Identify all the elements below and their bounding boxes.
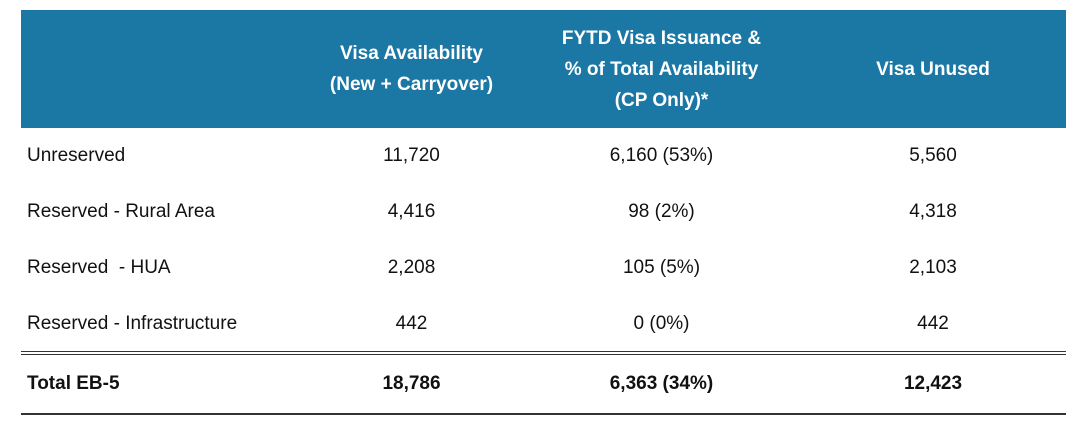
table-header: Visa Availability (New + Carryover) FYTD… [21,10,1066,128]
cell-availability: 4,416 [387,201,436,222]
header-line: (New + Carryover) [329,74,494,95]
row-label: Reserved - Infrastructure [27,312,238,334]
row-label: Reserved - HUA [27,257,171,278]
cell-issuance: 98 (2%) [628,201,695,222]
cell-unused: 5,560 [909,145,957,166]
cell-availability: 442 [395,312,428,334]
total-row: Total EB-5 18,786 6,363 (34%) 12,423 [21,351,1066,415]
header-visa-availability: Visa Availability (New + Carryover) [300,10,523,128]
total-availability: 18,786 [300,351,523,415]
total-label: Total EB-5 [21,351,300,415]
header-line: % of Total Availability [564,58,759,80]
header-category [21,10,300,128]
table-body: Unreserved 11,720 6,160 (53%) 5,560 Rese… [21,128,1066,415]
cell-issuance: 6,160 (53%) [609,145,714,166]
cell-availability: 11,720 [383,145,440,166]
header-row: Visa Availability (New + Carryover) FYTD… [21,10,1066,128]
header-line: (CP Only)* [614,89,709,111]
cell-issuance: 105 (5%) [622,257,701,278]
cell-unused: 4,318 [909,201,957,222]
header-line: Visa Availability [340,43,483,64]
total-issuance: 6,363 (34%) [523,351,800,415]
row-label: Reserved - Rural Area [27,201,215,222]
table-row: Unreserved 11,720 6,160 (53%) 5,560 [21,128,1066,184]
total-unused: 12,423 [800,351,1066,415]
header-visa-unused: Visa Unused [800,10,1066,128]
header-line: FYTD Visa Issuance & [561,27,762,49]
cell-unused: 2,103 [909,257,957,278]
eb5-visa-table: Visa Availability (New + Carryover) FYTD… [21,10,1066,415]
cell-availability: 2,208 [387,257,436,278]
header-fytd-issuance: FYTD Visa Issuance & % of Total Availabi… [523,10,800,128]
row-label: Unreserved [27,145,126,166]
table-row: Reserved - HUA 2,208 105 (5%) 2,103 [21,240,1066,296]
table-row: Reserved - Infrastructure 442 0 (0%) 442 [21,296,1066,353]
header-line: Visa Unused [876,58,990,80]
cell-unused: 442 [917,312,949,334]
table-row: Reserved - Rural Area 4,416 98 (2%) 4,31… [21,184,1066,240]
cell-issuance: 0 (0%) [633,312,690,334]
